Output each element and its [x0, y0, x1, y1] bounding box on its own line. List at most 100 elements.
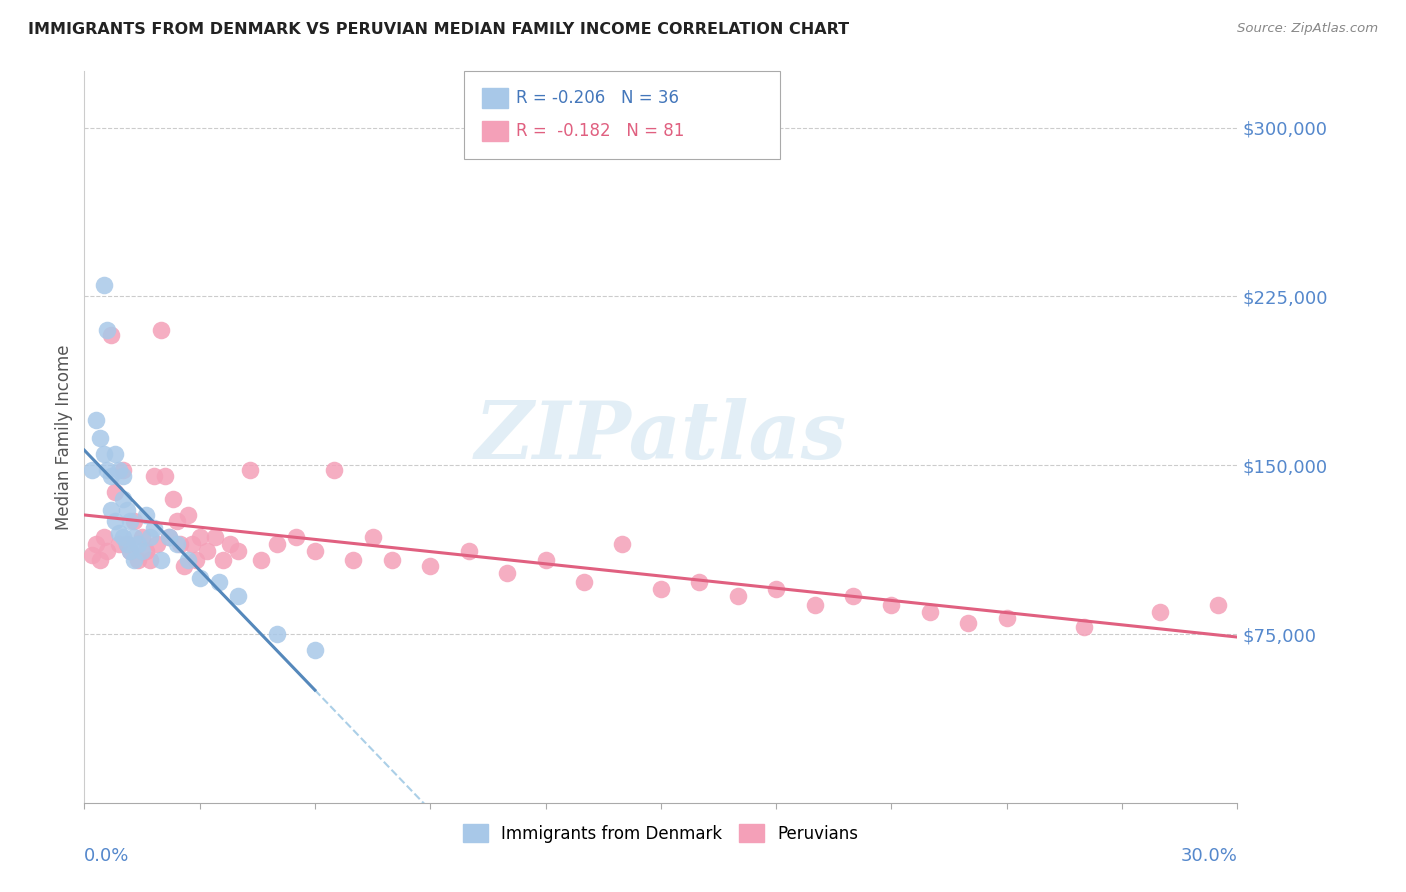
Point	[96, 543, 118, 558]
Text: R =  -0.182   N = 81: R = -0.182 N = 81	[516, 122, 685, 140]
Point	[108, 525, 131, 540]
Point	[104, 515, 127, 529]
Point	[496, 566, 519, 581]
Point	[204, 530, 226, 544]
Point	[131, 543, 153, 558]
Point	[153, 469, 176, 483]
Point	[111, 469, 134, 483]
Point	[1206, 598, 1229, 612]
Point	[104, 447, 127, 461]
Point	[226, 589, 249, 603]
Point	[304, 543, 326, 558]
Point	[100, 469, 122, 483]
Point	[419, 559, 441, 574]
Point	[138, 530, 160, 544]
Point	[166, 537, 188, 551]
Point	[342, 553, 364, 567]
Point	[572, 575, 595, 590]
Point	[650, 582, 672, 596]
Point	[111, 463, 134, 477]
Point	[226, 543, 249, 558]
Point	[80, 548, 103, 562]
Point	[323, 463, 346, 477]
Point	[184, 553, 207, 567]
Point	[166, 515, 188, 529]
Point	[157, 530, 180, 544]
Point	[162, 491, 184, 506]
Point	[208, 575, 231, 590]
Point	[266, 627, 288, 641]
Point	[957, 615, 980, 630]
Point	[177, 553, 200, 567]
Point	[1073, 620, 1095, 634]
Text: 30.0%: 30.0%	[1181, 847, 1237, 864]
Point	[100, 327, 122, 342]
Point	[250, 553, 273, 567]
Point	[93, 530, 115, 544]
Point	[124, 515, 146, 529]
Point	[120, 543, 142, 558]
Point	[124, 553, 146, 567]
Point	[80, 463, 103, 477]
Point	[124, 530, 146, 544]
Point	[131, 530, 153, 544]
Point	[120, 543, 142, 558]
Text: 0.0%: 0.0%	[84, 847, 129, 864]
Point	[111, 530, 134, 544]
Point	[284, 530, 307, 544]
Point	[135, 508, 157, 522]
Point	[96, 463, 118, 477]
Legend: Immigrants from Denmark, Peruvians: Immigrants from Denmark, Peruvians	[457, 818, 865, 849]
Point	[534, 553, 557, 567]
Point	[1149, 605, 1171, 619]
Point	[108, 463, 131, 477]
Point	[93, 278, 115, 293]
Point	[842, 589, 865, 603]
Point	[93, 447, 115, 461]
Y-axis label: Median Family Income: Median Family Income	[55, 344, 73, 530]
Point	[84, 413, 107, 427]
Point	[211, 553, 233, 567]
Point	[995, 611, 1018, 625]
Point	[918, 605, 941, 619]
Point	[188, 571, 211, 585]
Point	[880, 598, 903, 612]
Point	[127, 553, 149, 567]
Point	[135, 543, 157, 558]
Point	[157, 530, 180, 544]
Point	[104, 485, 127, 500]
Point	[115, 503, 138, 517]
Point	[304, 642, 326, 657]
Point	[688, 575, 710, 590]
Point	[84, 537, 107, 551]
Point	[361, 530, 384, 544]
Point	[138, 553, 160, 567]
Point	[89, 553, 111, 567]
Point	[195, 543, 218, 558]
Point	[381, 553, 404, 567]
Point	[457, 543, 479, 558]
Point	[142, 469, 165, 483]
Point	[96, 323, 118, 337]
Point	[727, 589, 749, 603]
Text: ZIPatlas: ZIPatlas	[475, 399, 846, 475]
Point	[181, 537, 204, 551]
Point	[173, 559, 195, 574]
Point	[177, 508, 200, 522]
Text: Source: ZipAtlas.com: Source: ZipAtlas.com	[1237, 22, 1378, 36]
Point	[146, 537, 169, 551]
Point	[111, 491, 134, 506]
Point	[89, 431, 111, 445]
Point	[765, 582, 787, 596]
Point	[127, 537, 149, 551]
Point	[115, 537, 138, 551]
Point	[266, 537, 288, 551]
Text: R = -0.206   N = 36: R = -0.206 N = 36	[516, 89, 679, 107]
Point	[142, 521, 165, 535]
Point	[612, 537, 634, 551]
Point	[219, 537, 242, 551]
Point	[150, 553, 173, 567]
Point	[108, 537, 131, 551]
Point	[239, 463, 262, 477]
Point	[120, 515, 142, 529]
